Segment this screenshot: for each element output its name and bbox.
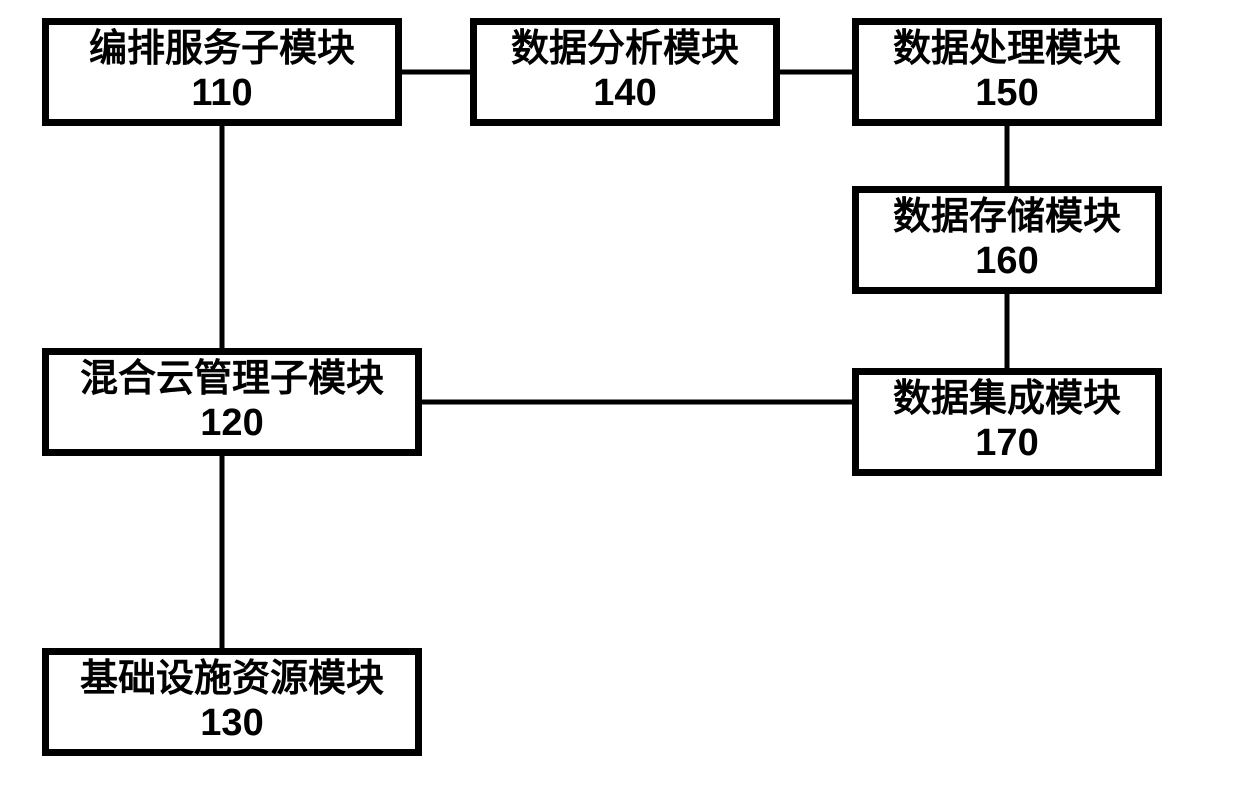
node-number: 170	[975, 422, 1038, 466]
node-number: 160	[975, 240, 1038, 284]
node-number: 130	[200, 702, 263, 746]
node-130-infrastructure-resource-module: 基础设施资源模块 130	[42, 648, 422, 756]
node-number: 120	[200, 402, 263, 446]
node-label: 数据处理模块	[893, 28, 1121, 72]
node-label: 编排服务子模块	[89, 28, 355, 72]
node-label: 混合云管理子模块	[80, 358, 384, 402]
node-label: 数据分析模块	[511, 28, 739, 72]
node-160-data-storage-module: 数据存储模块 160	[852, 186, 1162, 294]
node-label: 数据集成模块	[893, 378, 1121, 422]
node-label: 基础设施资源模块	[80, 658, 384, 702]
node-number: 140	[593, 72, 656, 116]
node-number: 110	[191, 72, 252, 116]
node-120-hybrid-cloud-management-submodule: 混合云管理子模块 120	[42, 348, 422, 456]
node-110-orchestration-service-submodule: 编排服务子模块 110	[42, 18, 402, 126]
node-number: 150	[975, 72, 1038, 116]
node-label: 数据存储模块	[893, 196, 1121, 240]
node-170-data-integration-module: 数据集成模块 170	[852, 368, 1162, 476]
node-150-data-processing-module: 数据处理模块 150	[852, 18, 1162, 126]
node-140-data-analysis-module: 数据分析模块 140	[470, 18, 780, 126]
